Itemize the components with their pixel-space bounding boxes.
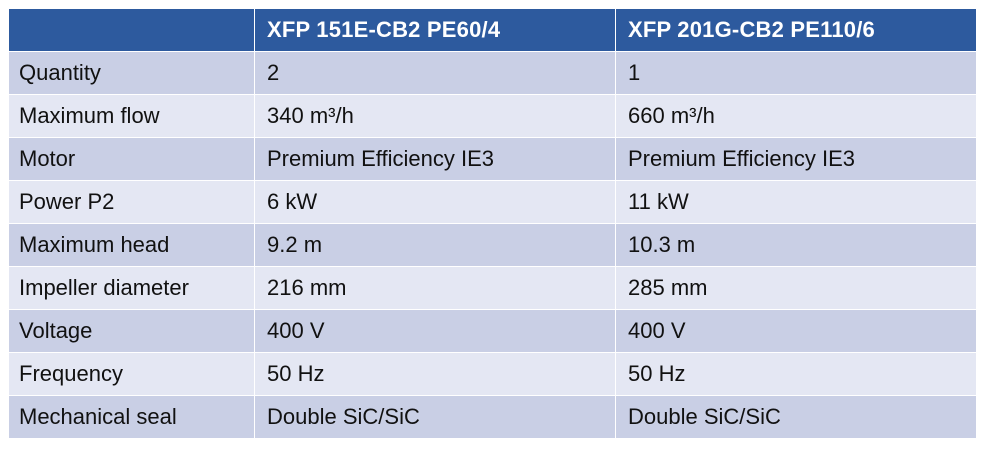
table-row: Frequency 50 Hz 50 Hz <box>8 352 977 396</box>
table-cell: 11 kW <box>615 180 977 224</box>
header-cell-model-1: XFP 151E-CB2 PE60/4 <box>254 8 616 52</box>
row-label: Maximum head <box>8 223 255 267</box>
table-cell: 2 <box>254 51 616 95</box>
table-cell: 10.3 m <box>615 223 977 267</box>
table-row: Impeller diameter 216 mm 285 mm <box>8 266 977 310</box>
table-row: Maximum flow 340 m³/h 660 m³/h <box>8 94 977 138</box>
table-cell: 9.2 m <box>254 223 616 267</box>
table-cell: 285 mm <box>615 266 977 310</box>
header-cell-model-2: XFP 201G-CB2 PE110/6 <box>615 8 977 52</box>
header-cell-empty <box>8 8 255 52</box>
table-row: Maximum head 9.2 m 10.3 m <box>8 223 977 267</box>
header-row: XFP 151E-CB2 PE60/4 XFP 201G-CB2 PE110/6 <box>8 8 977 52</box>
table-cell: 400 V <box>254 309 616 353</box>
table-cell: Premium Efficiency IE3 <box>254 137 616 181</box>
row-label: Quantity <box>8 51 255 95</box>
table-row: Mechanical seal Double SiC/SiC Double Si… <box>8 395 977 439</box>
row-label: Impeller diameter <box>8 266 255 310</box>
table-row: Motor Premium Efficiency IE3 Premium Eff… <box>8 137 977 181</box>
table-cell: 50 Hz <box>615 352 977 396</box>
row-label: Maximum flow <box>8 94 255 138</box>
row-label: Motor <box>8 137 255 181</box>
table-cell: 340 m³/h <box>254 94 616 138</box>
row-label: Mechanical seal <box>8 395 255 439</box>
table-cell: Double SiC/SiC <box>615 395 977 439</box>
row-label: Voltage <box>8 309 255 353</box>
table-cell: Premium Efficiency IE3 <box>615 137 977 181</box>
table-cell: 6 kW <box>254 180 616 224</box>
row-label: Frequency <box>8 352 255 396</box>
table-header: XFP 151E-CB2 PE60/4 XFP 201G-CB2 PE110/6 <box>8 8 977 52</box>
table-cell: 216 mm <box>254 266 616 310</box>
row-label: Power P2 <box>8 180 255 224</box>
table-row: Power P2 6 kW 11 kW <box>8 180 977 224</box>
table-cell: 400 V <box>615 309 977 353</box>
pump-spec-table: XFP 151E-CB2 PE60/4 XFP 201G-CB2 PE110/6… <box>8 8 977 439</box>
table-row: Voltage 400 V 400 V <box>8 309 977 353</box>
table-body: Quantity 2 1 Maximum flow 340 m³/h 660 m… <box>8 51 977 439</box>
table-cell: 50 Hz <box>254 352 616 396</box>
table-cell: 660 m³/h <box>615 94 977 138</box>
table-cell: 1 <box>615 51 977 95</box>
table-row: Quantity 2 1 <box>8 51 977 95</box>
table-cell: Double SiC/SiC <box>254 395 616 439</box>
